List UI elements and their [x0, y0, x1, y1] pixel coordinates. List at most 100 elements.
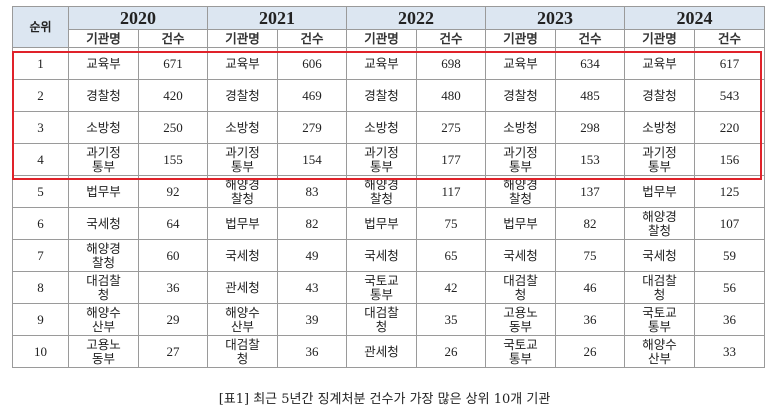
org-header: 기관명 — [624, 29, 695, 48]
count-header: 건수 — [416, 29, 486, 48]
count-cell: 36 — [555, 303, 625, 336]
org-cell: 경찰청 — [346, 79, 417, 112]
org-cell: 과기정 통부 — [624, 143, 695, 176]
count-cell: 64 — [138, 207, 208, 240]
rank-header: 순위 — [12, 6, 69, 48]
org-cell: 해양경 찰청 — [485, 175, 556, 208]
count-cell: 26 — [555, 335, 625, 368]
org-cell: 교육부 — [624, 47, 695, 80]
count-cell: 155 — [138, 143, 208, 176]
org-header: 기관명 — [346, 29, 417, 48]
org-cell: 경찰청 — [485, 79, 556, 112]
rank-cell: 5 — [12, 175, 69, 208]
count-cell: 43 — [277, 271, 347, 304]
count-cell: 420 — [138, 79, 208, 112]
count-cell: 92 — [138, 175, 208, 208]
org-cell: 과기정 통부 — [485, 143, 556, 176]
org-cell: 법무부 — [485, 207, 556, 240]
count-cell: 59 — [694, 239, 765, 272]
count-header: 건수 — [555, 29, 625, 48]
org-cell: 소방청 — [68, 111, 139, 144]
rank-cell: 3 — [12, 111, 69, 144]
org-cell: 대검찰 청 — [207, 335, 278, 368]
org-cell: 교육부 — [68, 47, 139, 80]
org-cell: 국세청 — [624, 239, 695, 272]
count-cell: 177 — [416, 143, 486, 176]
count-cell: 33 — [694, 335, 765, 368]
count-cell: 156 — [694, 143, 765, 176]
count-cell: 298 — [555, 111, 625, 144]
org-cell: 국토교 통부 — [624, 303, 695, 336]
disciplinary-table: 순위 2020 2021 2022 2023 2024 기관명 건수 기관명 건… — [12, 6, 765, 368]
org-cell: 관세청 — [207, 271, 278, 304]
count-cell: 26 — [416, 335, 486, 368]
org-cell: 과기정 통부 — [346, 143, 417, 176]
org-cell: 해양경 찰청 — [207, 175, 278, 208]
org-cell: 해양수 산부 — [207, 303, 278, 336]
count-cell: 82 — [277, 207, 347, 240]
count-cell: 107 — [694, 207, 765, 240]
count-cell: 35 — [416, 303, 486, 336]
count-cell: 75 — [416, 207, 486, 240]
count-cell: 279 — [277, 111, 347, 144]
table-row: 7 해양경 찰청 60 국세청 49 국세청 65 국세청 75 국세청 59 — [12, 239, 765, 272]
count-cell: 42 — [416, 271, 486, 304]
org-cell: 고용노 동부 — [485, 303, 556, 336]
year-header-2020: 2020 — [68, 6, 208, 30]
org-cell: 고용노 동부 — [68, 335, 139, 368]
count-cell: 125 — [694, 175, 765, 208]
count-cell: 250 — [138, 111, 208, 144]
table-row: 8 대검찰 청 36 관세청 43 국토교 통부 42 대검찰 청 46 대검찰 청 56 — [12, 271, 765, 304]
org-cell: 법무부 — [624, 175, 695, 208]
table-row: 1 교육부 671 교육부 606 교육부 698 교육부 634 교육부 617 — [12, 47, 765, 80]
count-cell: 543 — [694, 79, 765, 112]
org-cell: 국세청 — [346, 239, 417, 272]
count-cell: 634 — [555, 47, 625, 80]
count-cell: 36 — [138, 271, 208, 304]
count-cell: 46 — [555, 271, 625, 304]
rank-cell: 10 — [12, 335, 69, 368]
org-cell: 소방청 — [624, 111, 695, 144]
count-cell: 36 — [694, 303, 765, 336]
count-header: 건수 — [277, 29, 347, 48]
count-cell: 154 — [277, 143, 347, 176]
year-header-2023: 2023 — [485, 6, 625, 30]
year-header-2024: 2024 — [624, 6, 765, 30]
org-cell: 교육부 — [485, 47, 556, 80]
count-cell: 671 — [138, 47, 208, 80]
org-cell: 소방청 — [346, 111, 417, 144]
count-cell: 75 — [555, 239, 625, 272]
rank-cell: 4 — [12, 143, 69, 176]
org-cell: 해양수 산부 — [68, 303, 139, 336]
count-cell: 27 — [138, 335, 208, 368]
count-cell: 29 — [138, 303, 208, 336]
org-cell: 소방청 — [485, 111, 556, 144]
org-cell: 국토교 통부 — [346, 271, 417, 304]
table-row: 3 소방청 250 소방청 279 소방청 275 소방청 298 소방청 220 — [12, 111, 765, 144]
count-cell: 60 — [138, 239, 208, 272]
table-row: 4 과기정 통부 155 과기정 통부 154 과기정 통부 177 과기정 통부 153 과기정… — [12, 143, 765, 176]
count-cell: 485 — [555, 79, 625, 112]
org-cell: 국토교 통부 — [485, 335, 556, 368]
count-cell: 36 — [277, 335, 347, 368]
count-cell: 82 — [555, 207, 625, 240]
org-cell: 경찰청 — [68, 79, 139, 112]
count-header: 건수 — [694, 29, 765, 48]
rank-cell: 9 — [12, 303, 69, 336]
rank-cell: 1 — [12, 47, 69, 80]
org-cell: 법무부 — [346, 207, 417, 240]
org-cell: 대검찰 청 — [485, 271, 556, 304]
count-cell: 56 — [694, 271, 765, 304]
year-header-2021: 2021 — [207, 6, 347, 30]
count-cell: 275 — [416, 111, 486, 144]
org-cell: 경찰청 — [624, 79, 695, 112]
table-row: 9 해양수 산부 29 해양수 산부 39 대검찰 청 35 고용노 동부 36 국토교 통부 36 — [12, 303, 765, 336]
org-cell: 소방청 — [207, 111, 278, 144]
org-cell: 국세청 — [207, 239, 278, 272]
table-body: 1 교육부 671 교육부 606 교육부 698 교육부 634 교육부 617 2 경찰청 420 경찰… — [12, 47, 765, 368]
org-cell: 대검찰 청 — [346, 303, 417, 336]
table-row: 5 법무부 92 해양경 찰청 83 해양경 찰청 117 해양경 찰청 137 법무부 125 — [12, 175, 765, 208]
org-header: 기관명 — [485, 29, 556, 48]
org-header: 기관명 — [68, 29, 139, 48]
org-header: 기관명 — [207, 29, 278, 48]
